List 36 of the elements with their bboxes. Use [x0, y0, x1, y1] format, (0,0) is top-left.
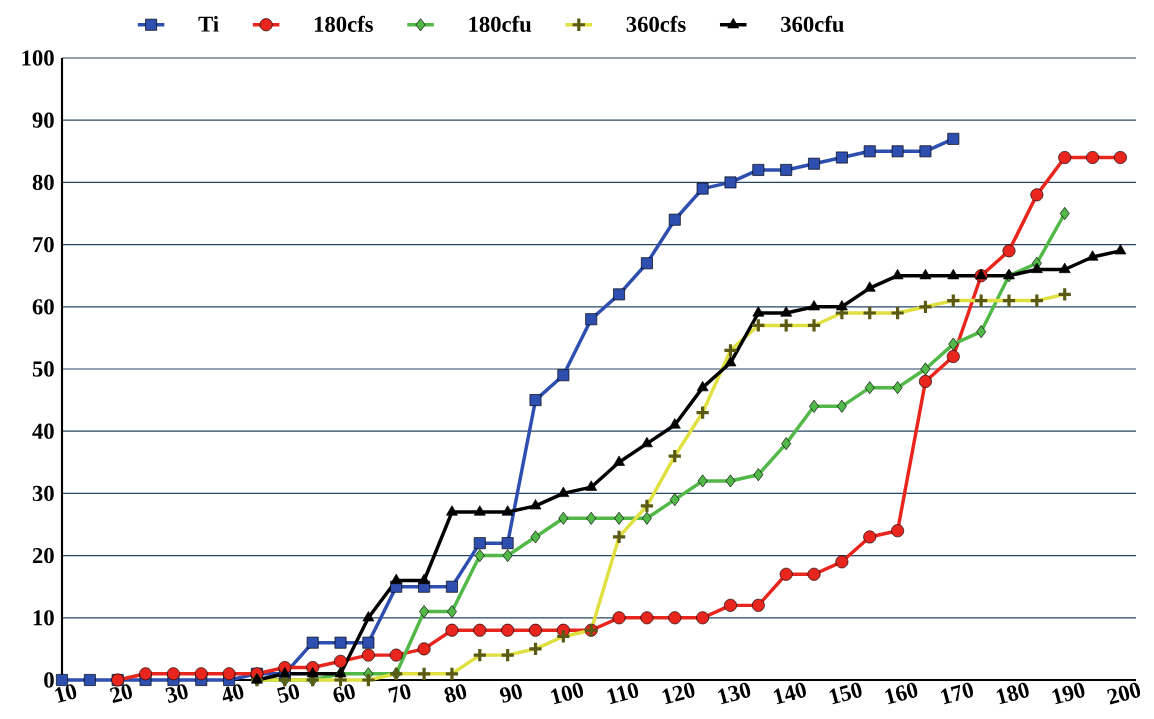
x-tick-label: 160 [885, 682, 918, 705]
y-tick-label: 20 [32, 547, 54, 564]
y-tick-label: 70 [33, 236, 54, 253]
x-tick-label: 170 [940, 682, 974, 705]
y-tick-label: 60 [32, 299, 54, 315]
x-tick-label: 120 [662, 682, 695, 705]
x-tick-label: 190 [1052, 682, 1085, 705]
legend-label: 180cfs [314, 15, 373, 32]
y-tick-label: 30 [32, 485, 54, 502]
legend-label: 360cfu [781, 15, 844, 32]
x-tick-label: 150 [829, 682, 862, 705]
x-tick-label: 140 [773, 682, 806, 705]
x-tick-label: 10 [55, 684, 77, 703]
x-tick-label: 90 [499, 684, 522, 703]
y-tick-label: 90 [32, 112, 54, 128]
x-tick-label: 60 [333, 684, 355, 703]
y-tick-label: 10 [33, 610, 54, 626]
y-tick-label: 40 [32, 423, 54, 439]
legend-label: 180cfu [469, 15, 532, 32]
x-tick-label: 200 [1107, 682, 1141, 705]
x-tick-label: 20 [109, 684, 132, 704]
x-tick-label: 100 [550, 682, 584, 705]
x-tick-label: 180 [996, 682, 1029, 705]
x-tick-label: 130 [718, 682, 751, 705]
legend-label: 360cfs [626, 15, 686, 32]
x-tick-label: 70 [388, 684, 411, 703]
y-tick-label: 50 [32, 361, 54, 377]
x-tick-label: 50 [277, 684, 300, 703]
x-tick-label: 30 [165, 684, 188, 703]
legend-label: Ti [198, 15, 219, 32]
y-tick-label: 0 [44, 672, 54, 688]
y-tick-label: 80 [32, 174, 54, 191]
x-tick-label: 80 [444, 684, 467, 703]
x-tick-label: 110 [607, 682, 639, 705]
y-tick-label: 100 [22, 50, 54, 66]
x-tick-label: 40 [222, 684, 244, 702]
